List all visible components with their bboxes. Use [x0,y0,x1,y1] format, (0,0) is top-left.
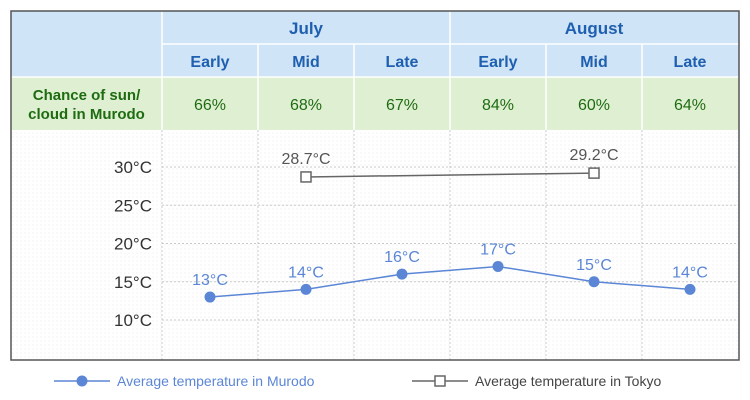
tokyo-point-marker [588,167,600,179]
chart-legend: Average temperature in Murodo Average tem… [54,373,661,389]
period-header: Late [674,54,707,71]
legend-tokyo-marker [434,375,446,387]
legend-tokyo-label: Average temperature in Tokyo [475,373,661,389]
period-header: Early [478,54,517,71]
murodo-point-marker [300,283,312,295]
legend-murodo-label: Average temperature in Murodo [117,373,315,389]
period-header: Late [386,54,419,71]
y-tick-label: 25°C [114,196,152,215]
murodo-point-label: 16°C [384,249,420,266]
plot-background [11,130,739,360]
period-header: Early [190,54,229,71]
period-header: Mid [292,54,320,71]
month-header: August [565,19,624,38]
sun-table: July August Early Mid Late Early Mid Late Chance… [11,11,739,130]
murodo-point-marker [588,276,600,288]
sun-value-cell: 64% [674,97,706,114]
murodo-point-label: 14°C [672,264,708,281]
temperature-chart: 30°C 25°C 20°C 15°C 10°C 28.7°C 29.2°C 13°C 14°C… [10,10,740,361]
y-tick-label: 10°C [114,311,152,330]
murodo-point-label: 17°C [480,241,516,258]
sun-value-cell: 67% [386,97,418,114]
murodo-point-marker [396,268,408,280]
row-label-line1: Chance of sun/ [33,87,141,104]
tokyo-point-label: 29.2°C [569,147,618,164]
sun-value-cell: 66% [194,97,226,114]
murodo-point-marker [492,260,504,272]
murodo-point-marker [684,283,696,295]
murodo-series-line [209,265,691,298]
tokyo-point-marker [300,171,312,183]
y-tick-label: 20°C [114,235,152,254]
tokyo-series-line [305,172,595,178]
tokyo-point-label: 28.7°C [281,151,330,168]
murodo-point-label: 15°C [576,257,612,274]
y-tick-label: 15°C [114,273,152,292]
row-label-line2: cloud in Murodo [28,106,145,123]
period-header: Mid [580,54,608,71]
chart-frame [10,10,740,361]
month-header: July [289,19,324,38]
sun-value-cell: 84% [482,97,514,114]
murodo-point-label: 13°C [192,272,228,289]
table-row-background [11,77,739,130]
sun-value-cell: 60% [578,97,610,114]
y-tick-label: 30°C [114,158,152,177]
murodo-point-label: 14°C [288,264,324,281]
sun-value-cell: 68% [290,97,322,114]
legend-murodo-marker [76,375,88,387]
murodo-point-marker [204,291,216,303]
